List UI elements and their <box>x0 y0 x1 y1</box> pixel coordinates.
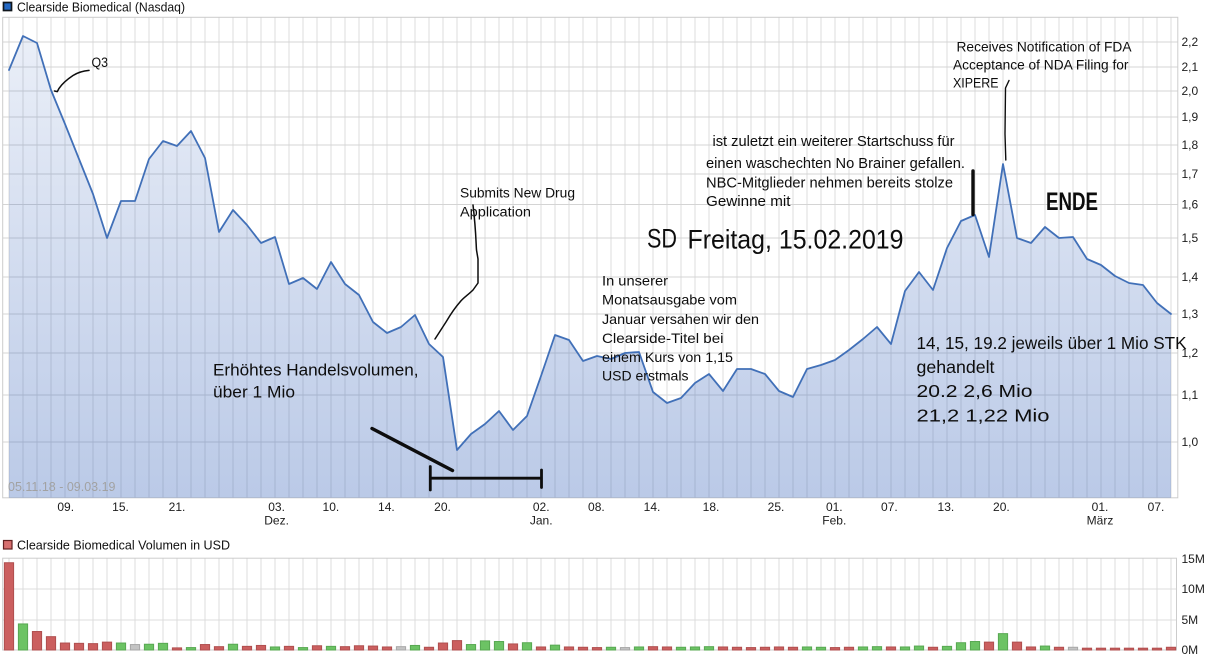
svg-text:Clearside Biomedical (Nasdaq): Clearside Biomedical (Nasdaq) <box>17 1 185 15</box>
svg-text:02.: 02. <box>533 500 550 514</box>
svg-text:Acceptance of NDA Filing for: Acceptance of NDA Filing for <box>953 58 1129 73</box>
svg-text:XIPERE: XIPERE <box>953 76 999 91</box>
svg-text:5M: 5M <box>1182 613 1199 627</box>
svg-text:März: März <box>1087 514 1114 528</box>
svg-text:2,0: 2,0 <box>1182 84 1199 98</box>
svg-text:In unserer: In unserer <box>602 273 668 289</box>
svg-text:14, 15, 19.2 jeweils über 1 Mi: 14, 15, 19.2 jeweils über 1 Mio STK <box>917 333 1187 353</box>
svg-text:07.: 07. <box>881 500 898 514</box>
svg-text:14.: 14. <box>378 500 395 514</box>
svg-text:Clearside-Titel bei: Clearside-Titel bei <box>602 330 724 346</box>
svg-text:14.: 14. <box>644 500 661 514</box>
svg-text:15.: 15. <box>112 500 129 514</box>
svg-text:Freitag, 15.02.2019: Freitag, 15.02.2019 <box>688 225 904 255</box>
svg-text:25.: 25. <box>768 500 785 514</box>
svg-text:USD erstmals: USD erstmals <box>602 368 689 384</box>
svg-text:NBC-Mitglieder nehmen bereits: NBC-Mitglieder nehmen bereits stolze <box>706 176 953 192</box>
svg-text:1,5: 1,5 <box>1182 231 1199 245</box>
svg-text:einen waschechten No Brainer g: einen waschechten No Brainer gefallen. <box>706 156 965 172</box>
svg-text:Monatsausgabe vom: Monatsausgabe vom <box>602 292 737 308</box>
svg-text:Submits New Drug: Submits New Drug <box>460 186 575 201</box>
svg-text:1,9: 1,9 <box>1182 110 1199 124</box>
svg-text:Dez.: Dez. <box>264 514 289 528</box>
svg-text:Receives Notification of FDA: Receives Notification of FDA <box>957 40 1132 55</box>
svg-text:1,0: 1,0 <box>1182 435 1199 449</box>
svg-text:über 1 Mio: über 1 Mio <box>213 383 295 402</box>
svg-text:einem Kurs von 1,15: einem Kurs von 1,15 <box>602 349 733 365</box>
svg-text:Q3: Q3 <box>92 55 109 70</box>
svg-text:21,2 1,22 Mio: 21,2 1,22 Mio <box>917 406 1050 426</box>
svg-text:20.2 2,6 Mio: 20.2 2,6 Mio <box>917 381 1033 401</box>
svg-text:20.: 20. <box>993 500 1010 514</box>
svg-text:Jan.: Jan. <box>530 514 553 528</box>
svg-text:gehandelt: gehandelt <box>917 357 995 377</box>
svg-text:0M: 0M <box>1182 643 1199 657</box>
svg-text:08.: 08. <box>588 500 605 514</box>
svg-text:09.: 09. <box>57 500 74 514</box>
svg-text:01.: 01. <box>1092 500 1109 514</box>
svg-text:Feb.: Feb. <box>822 514 846 528</box>
svg-text:20.: 20. <box>434 500 451 514</box>
svg-text:01.: 01. <box>826 500 843 514</box>
svg-text:03.: 03. <box>268 500 285 514</box>
svg-text:Erhöhtes Handelsvolumen,: Erhöhtes Handelsvolumen, <box>213 361 419 380</box>
svg-text:2,1: 2,1 <box>1182 60 1199 74</box>
svg-text:ist zuletzt ein weiterer Start: ist zuletzt ein weiterer Startschuss für <box>713 134 955 150</box>
svg-text:07.: 07. <box>1148 500 1165 514</box>
svg-text:1,8: 1,8 <box>1182 138 1199 152</box>
svg-text:Clearside Biomedical Volumen i: Clearside Biomedical Volumen in USD <box>17 539 230 553</box>
svg-text:13.: 13. <box>938 500 955 514</box>
svg-text:21.: 21. <box>169 500 186 514</box>
svg-text:1,7: 1,7 <box>1182 167 1199 181</box>
svg-text:1,2: 1,2 <box>1182 346 1199 360</box>
svg-text:ENDE: ENDE <box>1046 188 1098 216</box>
svg-text:SD: SD <box>647 224 677 254</box>
svg-text:18.: 18. <box>703 500 720 514</box>
svg-text:1,3: 1,3 <box>1182 307 1199 321</box>
svg-text:15M: 15M <box>1182 552 1205 566</box>
svg-text:Application: Application <box>460 205 531 220</box>
svg-text:1,4: 1,4 <box>1182 270 1199 284</box>
svg-text:Gewinne mit: Gewinne mit <box>706 194 791 210</box>
svg-text:1,6: 1,6 <box>1182 198 1199 212</box>
svg-text:10M: 10M <box>1182 582 1205 596</box>
svg-text:05.11.18 - 09.03.19: 05.11.18 - 09.03.19 <box>8 480 116 494</box>
svg-text:Januar versahen wir den: Januar versahen wir den <box>602 311 759 327</box>
svg-text:2,2: 2,2 <box>1182 35 1199 49</box>
svg-text:1,1: 1,1 <box>1182 388 1199 402</box>
svg-text:10.: 10. <box>323 500 340 514</box>
